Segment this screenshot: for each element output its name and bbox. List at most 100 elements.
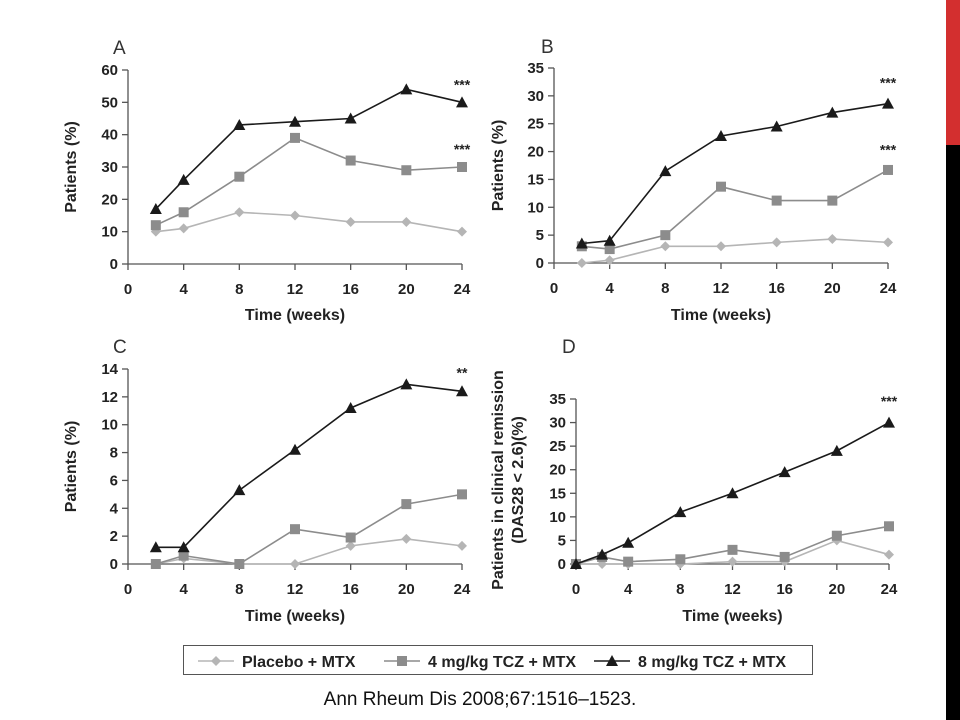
data-point <box>400 378 413 390</box>
y-tick-label: 10 <box>549 509 566 526</box>
data-point <box>716 181 726 192</box>
x-tick-label: 4 <box>179 581 188 598</box>
y-tick-label: 10 <box>527 199 544 216</box>
data-point <box>177 173 190 185</box>
y-tick-label: 20 <box>549 462 566 479</box>
series-line <box>155 211 463 233</box>
y-axis-title-line: Patients in clinical remission <box>490 370 507 590</box>
legend-marker <box>606 655 618 666</box>
y-tick-label: 25 <box>549 438 566 455</box>
data-point <box>779 551 790 562</box>
citation: Ann Rheum Dis 2008;67:1516–1523. <box>0 689 960 711</box>
chart-panel-a: A 0 10 20 30 40 50 60 0 4 8 12 16 20 24 Time (weeks) Pat… <box>63 38 471 324</box>
data-point <box>456 385 468 397</box>
y-tick-label: 14 <box>101 361 118 378</box>
data-point <box>831 530 842 541</box>
data-point <box>345 216 356 227</box>
x-tick-label: 8 <box>676 581 684 598</box>
significance-annotation: ** <box>457 364 468 380</box>
data-point <box>289 115 301 127</box>
data-point <box>884 549 894 560</box>
y-tick-label: 5 <box>558 532 566 549</box>
chart-panel-b: B 0 5 10 15 20 25 30 35 0 4 8 12 16 20 24 Time (weeks) Pa… <box>490 37 897 324</box>
significance-annotation: *** <box>881 393 898 409</box>
legend-item: 4 mg/kg TCZ + MTX <box>384 654 576 671</box>
data-point <box>457 540 467 551</box>
data-point <box>345 155 356 166</box>
panel-label: C <box>113 337 127 358</box>
y-axis-title: Patients (%) <box>63 421 80 513</box>
data-point <box>778 466 791 478</box>
y-tick-label: 30 <box>101 159 118 176</box>
data-point <box>290 210 300 221</box>
data-point <box>234 207 245 218</box>
series-line <box>155 136 463 226</box>
x-tick-label: 16 <box>342 581 359 598</box>
data-point <box>178 550 189 561</box>
panel-label: B <box>541 37 554 58</box>
x-tick-label: 12 <box>287 281 304 298</box>
data-point <box>771 237 782 248</box>
y-tick-label: 8 <box>110 445 118 462</box>
data-point <box>576 258 587 268</box>
y-tick-label: 10 <box>101 417 118 434</box>
series-triangle <box>575 97 894 249</box>
data-point <box>149 541 162 553</box>
y-tick-label: 15 <box>527 171 544 188</box>
data-point <box>233 118 246 130</box>
series-triangle <box>149 83 468 215</box>
y-tick-label: 15 <box>549 485 566 502</box>
data-point <box>178 207 189 218</box>
x-tick-label: 24 <box>454 281 471 298</box>
legend-marker <box>211 656 221 666</box>
legend-graphics: Placebo + MTX 4 mg/kg TCZ + MTX 8 mg/kg TC… <box>198 654 786 671</box>
panel-label: D <box>562 337 576 358</box>
x-tick-label: 20 <box>398 581 415 598</box>
y-tick-label: 50 <box>101 94 118 111</box>
x-tick-label: 24 <box>454 581 471 598</box>
series-diamond <box>576 234 893 268</box>
data-point <box>604 244 615 255</box>
data-point <box>149 203 162 215</box>
x-axis-title: Time (weeks) <box>245 307 345 324</box>
data-point <box>457 489 467 500</box>
data-point <box>178 223 189 234</box>
panel-label: A <box>113 38 126 59</box>
y-tick-label: 20 <box>527 144 544 161</box>
y-tick-label: 0 <box>110 556 118 573</box>
data-point <box>150 220 161 231</box>
data-point <box>659 165 672 177</box>
x-axis-title: Time (weeks) <box>671 307 771 324</box>
y-tick-label: 2 <box>110 528 118 545</box>
data-point <box>457 226 467 237</box>
x-tick-label: 0 <box>550 280 558 297</box>
data-point <box>177 541 190 553</box>
significance-annotation: *** <box>454 141 471 157</box>
data-point <box>674 506 687 518</box>
significance-annotation: *** <box>880 141 897 157</box>
data-point <box>290 132 300 143</box>
legend-label: 8 mg/kg TCZ + MTX <box>638 654 786 671</box>
legend-label: Placebo + MTX <box>242 654 356 671</box>
x-tick-label: 12 <box>713 280 730 297</box>
x-tick-label: 4 <box>624 581 633 598</box>
data-point <box>726 487 739 499</box>
y-tick-label: 0 <box>110 256 118 273</box>
data-point <box>715 129 727 141</box>
legend-label: 4 mg/kg TCZ + MTX <box>428 654 576 671</box>
citation-text: Ann Rheum Dis 2008;67:1516–1523. <box>323 689 637 710</box>
data-point <box>622 536 635 548</box>
y-axis-title: Patients (%) <box>63 121 80 213</box>
series-triangle <box>570 416 895 569</box>
series-line <box>575 421 890 565</box>
slide-accent-bar-red <box>946 0 960 145</box>
data-point <box>883 416 895 428</box>
y-tick-label: 12 <box>101 389 118 406</box>
chart-panel-d: D 0 5 10 15 20 25 30 35 0 4 8 12 16 20 24 Time (weeks) Pa… <box>490 337 898 625</box>
series-triangle <box>149 378 468 553</box>
y-tick-label: 30 <box>549 415 566 432</box>
series-line <box>581 169 889 250</box>
x-tick-label: 16 <box>776 581 793 598</box>
x-tick-label: 12 <box>724 581 741 598</box>
chart-legend: Placebo + MTX 4 mg/kg TCZ + MTX 8 mg/kg TC… <box>183 645 813 675</box>
